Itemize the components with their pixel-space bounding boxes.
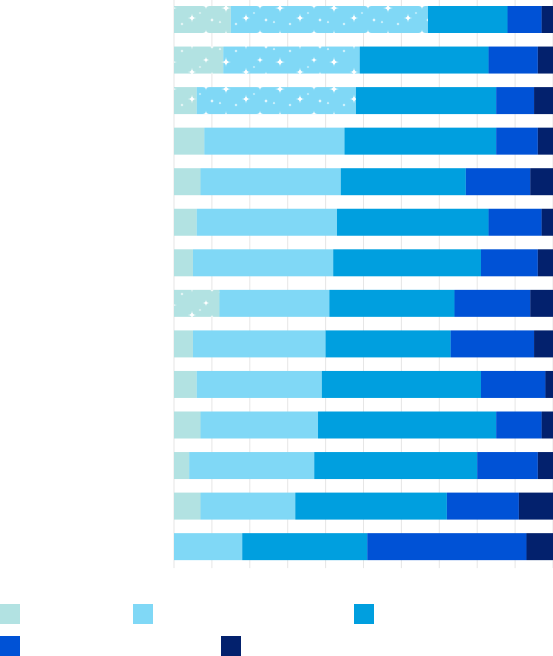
bar-segment-series-4: [496, 87, 535, 115]
bar-segment-series-3: [325, 330, 451, 358]
legend-swatch: [133, 604, 153, 624]
bar-segment-series-5: [526, 533, 553, 561]
legend-swatch: [354, 604, 374, 624]
bar-segment-series-5: [530, 289, 553, 317]
bar-row-7: [174, 249, 553, 277]
bar-segment-series-5: [534, 330, 553, 358]
bar-segment-series-3: [321, 370, 481, 398]
bar-segment-series-3: [333, 249, 481, 277]
bar-segment-series-1: [174, 168, 201, 196]
bar-row-4: [174, 127, 553, 155]
bar-segment-series-1: [174, 249, 193, 277]
sparkle-overlay: [174, 87, 356, 115]
stacked-bar-chart: [173, 0, 553, 569]
bar-segment-series-5: [541, 208, 553, 236]
bar-segment-series-5: [537, 46, 553, 74]
bar-segment-series-4: [465, 168, 531, 196]
legend-swatch: [0, 636, 20, 656]
legend-item: [0, 636, 20, 656]
bar-segment-series-4: [507, 6, 542, 33]
bar-segment-series-5: [518, 492, 553, 520]
bar-segment-series-3: [314, 452, 478, 480]
bar-segment-series-5: [545, 370, 553, 398]
bar-segment-series-1: [174, 370, 197, 398]
bar-segment-series-2: [174, 533, 243, 561]
bar-row-9: [174, 330, 553, 358]
bar-segment-series-1: [174, 330, 193, 358]
bar-segment-series-3: [336, 208, 489, 236]
bar-segment-series-1: [174, 452, 190, 480]
bar-segment-series-4: [477, 452, 538, 480]
sparkle-overlay: [174, 6, 428, 33]
legend-swatch: [221, 636, 241, 656]
bar-segment-series-3: [340, 168, 466, 196]
legend-item: [354, 604, 374, 624]
bar-segment-series-5: [537, 452, 553, 480]
bar-segment-series-3: [344, 127, 497, 155]
legend-swatch: [0, 604, 20, 624]
bar-segment-series-3: [295, 492, 447, 520]
legend-item: [0, 604, 20, 624]
bar-segment-series-5: [537, 249, 553, 277]
bar-segment-series-2: [200, 492, 296, 520]
bar-segment-series-4: [450, 330, 535, 358]
bar-row-8: [174, 289, 553, 317]
bar-segment-series-3: [427, 6, 508, 33]
legend-item: [221, 636, 241, 656]
bar-row-12: [174, 452, 553, 480]
bar-segment-series-2: [204, 127, 345, 155]
bar-segment-series-2: [200, 411, 319, 439]
bar-segment-series-2: [219, 289, 330, 317]
bar-row-6: [174, 208, 553, 236]
bar-segment-series-4: [480, 370, 546, 398]
gridlines: [173, 0, 553, 569]
bar-segment-series-5: [541, 6, 553, 33]
bar-segment-series-4: [446, 492, 519, 520]
bar-segment-series-2: [192, 330, 326, 358]
bar-segment-series-1: [174, 492, 201, 520]
bar-segment-series-1: [174, 208, 197, 236]
bar-segment-series-2: [192, 249, 334, 277]
bar-segment-series-5: [534, 87, 553, 115]
bar-row-3: [174, 87, 553, 115]
bar-segment-series-4: [488, 46, 538, 74]
bar-segment-series-3: [242, 533, 368, 561]
bar-segment-series-5: [537, 127, 553, 155]
bar-row-11: [174, 411, 553, 439]
bar-segment-series-3: [318, 411, 497, 439]
bar-row-14: [174, 533, 553, 561]
sparkle-overlay: [174, 289, 220, 317]
bar-segment-series-1: [174, 127, 205, 155]
bar-segment-series-2: [189, 452, 315, 480]
bar-segment-series-4: [367, 533, 527, 561]
bar-segment-series-4: [496, 127, 538, 155]
bar-segment-series-3: [329, 289, 455, 317]
legend-item: [133, 604, 153, 624]
bar-segment-series-2: [200, 168, 341, 196]
bar-segment-series-5: [541, 411, 553, 439]
bar-segment-series-4: [488, 208, 542, 236]
bar-row-5: [174, 168, 553, 196]
bar-row-13: [174, 492, 553, 520]
bar-row-1: [174, 6, 553, 33]
bar-segment-series-4: [454, 289, 531, 317]
chart-legend: [0, 604, 553, 656]
bar-segment-series-4: [496, 411, 542, 439]
bar-segment-series-2: [196, 208, 337, 236]
bar-row-2: [174, 46, 553, 74]
bar-segment-series-4: [480, 249, 538, 277]
bar-row-10: [174, 370, 553, 398]
sparkle-overlay: [174, 46, 360, 74]
bar-segment-series-3: [355, 87, 497, 115]
bar-segment-series-3: [359, 46, 489, 74]
bar-segment-series-1: [174, 411, 201, 439]
bar-segment-series-5: [530, 168, 553, 196]
bar-segment-series-2: [196, 370, 322, 398]
